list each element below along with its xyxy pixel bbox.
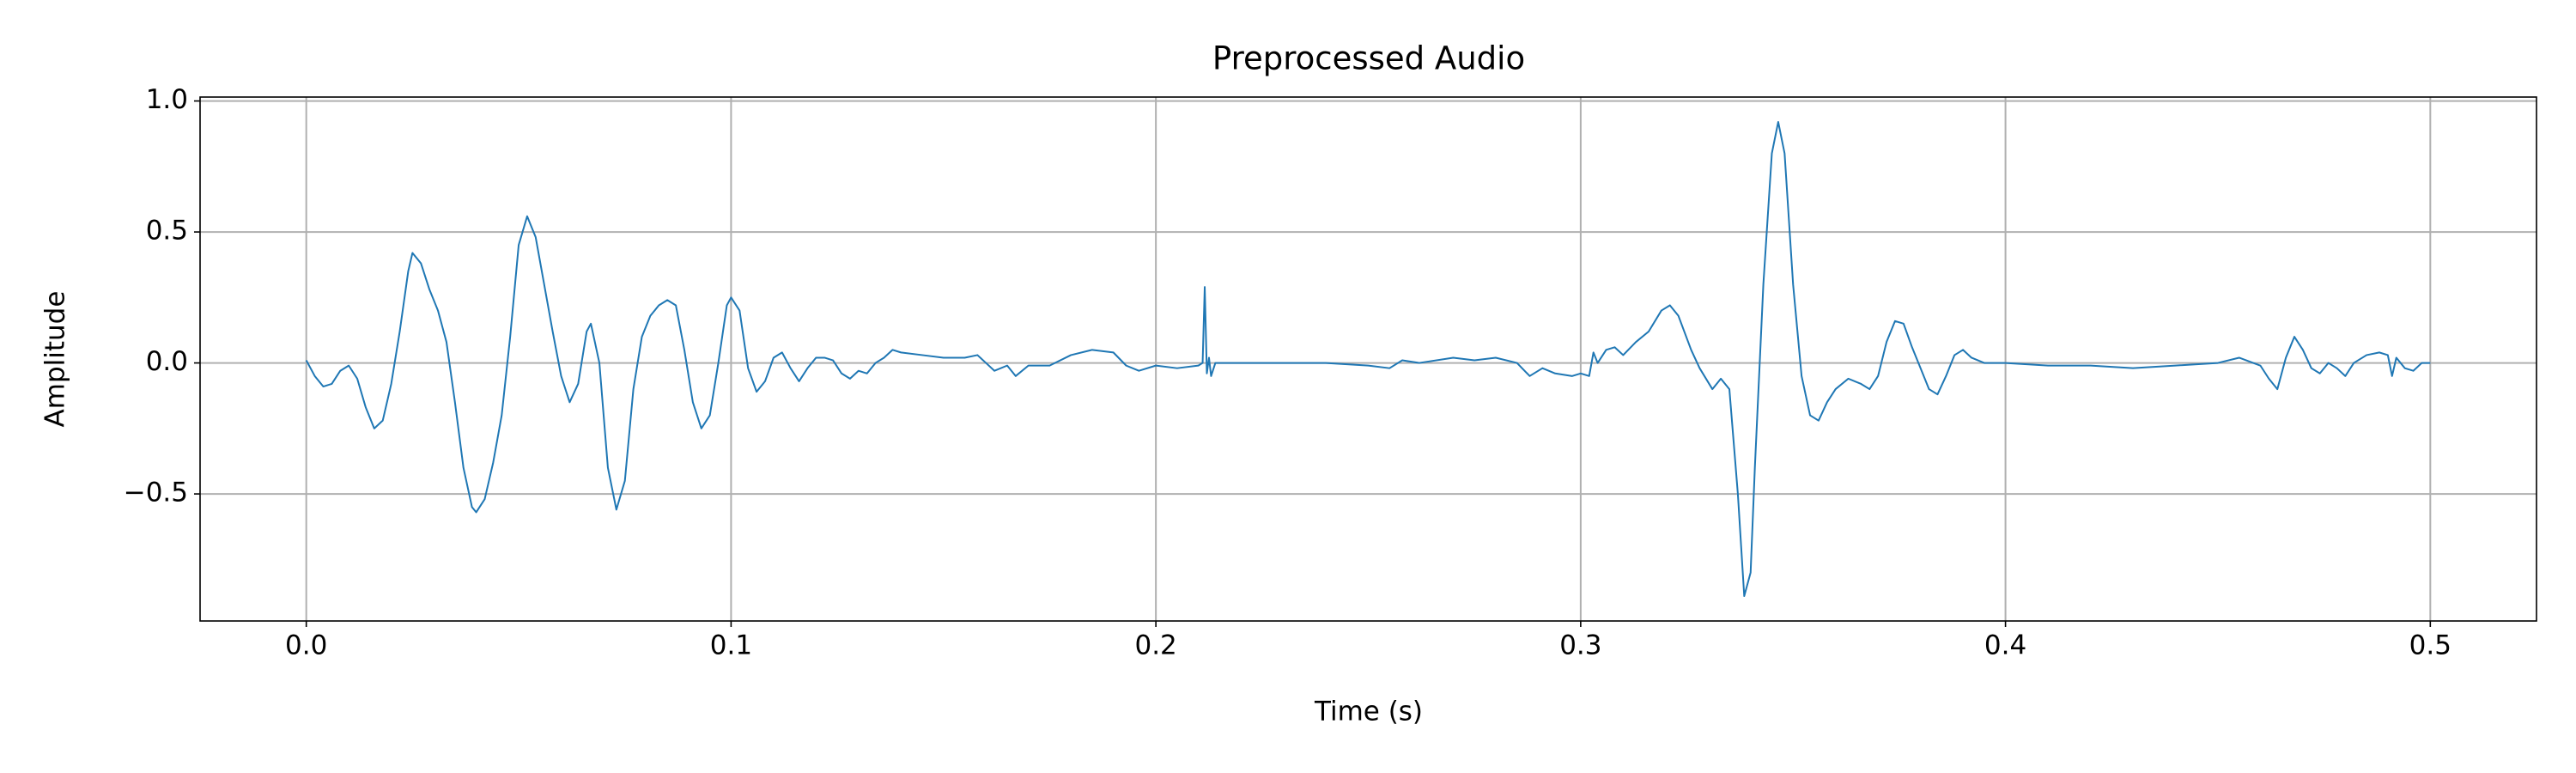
waveform-line (305, 120, 2431, 598)
x-axis-label: Time (s) (1314, 697, 1423, 727)
x-tick-label: 0.0 (285, 630, 327, 661)
chart-title: Preprocessed Audio (1212, 40, 1525, 77)
y-axis-label: Amplitude (40, 291, 71, 428)
x-tick-label: 0.5 (2409, 630, 2451, 661)
y-tick-label: 0.5 (146, 216, 188, 247)
y-tick-label: 1.0 (146, 84, 188, 115)
y-tick-label: −0.5 (124, 478, 188, 508)
x-tick-label: 0.3 (1559, 630, 1601, 661)
plot-frame (199, 96, 2537, 622)
x-tick-label: 0.2 (1134, 630, 1176, 661)
y-tick-label: 0.0 (146, 346, 188, 377)
x-tick-label: 0.1 (710, 630, 752, 661)
x-tick-label: 0.4 (1984, 630, 2026, 661)
